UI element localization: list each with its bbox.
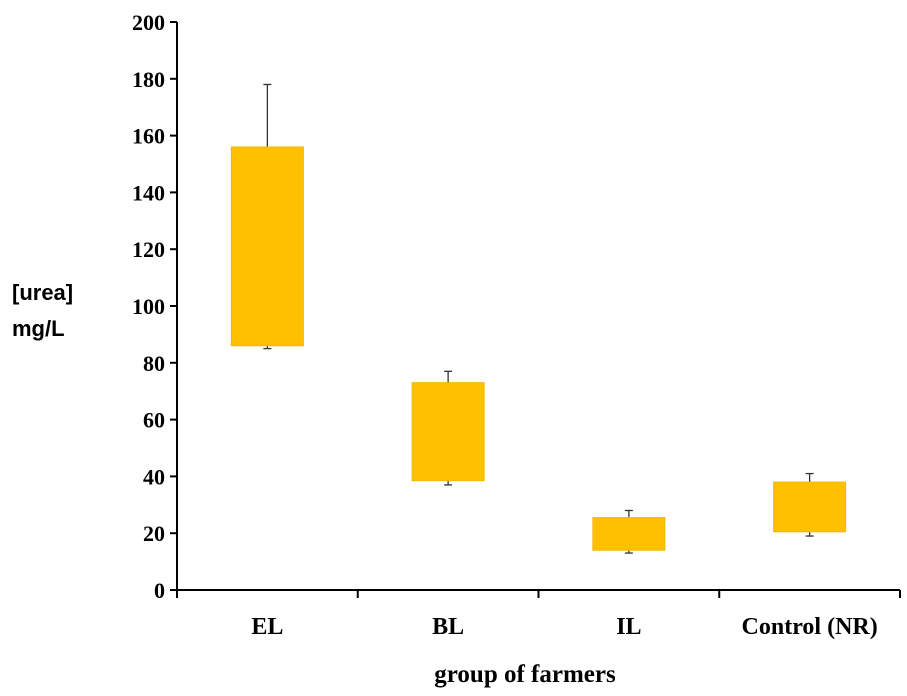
box-group bbox=[411, 370, 485, 486]
x-axis: EL BL IL Control (NR) bbox=[176, 589, 901, 640]
y-tick-label: 100 bbox=[132, 294, 165, 319]
y-tick-label: 200 bbox=[132, 10, 165, 35]
y-tick-label: 160 bbox=[132, 124, 165, 149]
y-tick-label: 120 bbox=[132, 237, 165, 262]
y-tick-label: 40 bbox=[143, 464, 165, 489]
box-group bbox=[230, 83, 304, 350]
x-category-label: Control (NR) bbox=[742, 614, 878, 640]
x-axis-title: group of farmers bbox=[434, 661, 616, 688]
box-group bbox=[773, 472, 847, 537]
y-tick-label: 0 bbox=[154, 578, 165, 603]
y-tick-label: 140 bbox=[132, 180, 165, 205]
y-axis-title-line-1: [urea] bbox=[12, 280, 73, 305]
x-category-label: IL bbox=[616, 614, 641, 640]
y-tick-label: 20 bbox=[143, 521, 165, 546]
boxes bbox=[230, 83, 847, 554]
y-tick-label: 80 bbox=[143, 351, 165, 376]
box bbox=[592, 517, 666, 551]
box bbox=[230, 146, 304, 347]
y-axis-title-line-2: mg/L bbox=[12, 316, 65, 341]
x-category-label: EL bbox=[251, 614, 283, 640]
x-category-label: BL bbox=[432, 614, 464, 640]
y-tick-label: 60 bbox=[143, 408, 165, 433]
box-group bbox=[592, 509, 666, 554]
box bbox=[773, 481, 847, 533]
y-axis: 0 20 40 60 80 100 120 140 160 180 200 bbox=[132, 10, 178, 603]
box bbox=[411, 382, 485, 482]
y-tick-label: 180 bbox=[132, 67, 165, 92]
